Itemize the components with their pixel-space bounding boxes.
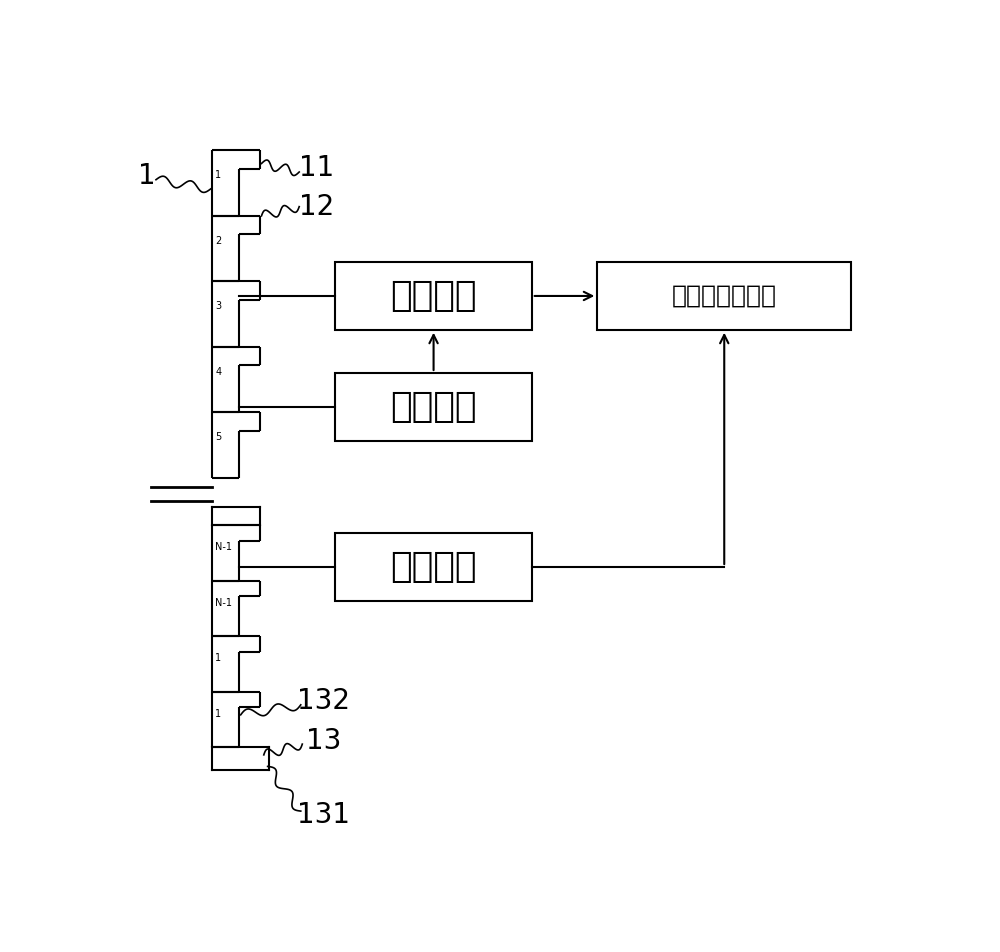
Text: 2: 2 [215,236,222,246]
Text: 1: 1 [138,162,156,189]
Text: 131: 131 [297,801,350,829]
Text: 13: 13 [306,727,342,755]
Text: 1: 1 [215,709,221,719]
Text: 复位模块: 复位模块 [390,389,477,424]
Bar [335,262,532,329]
Text: 12: 12 [299,192,334,221]
Text: N-1: N-1 [215,543,232,552]
Bar [597,262,851,329]
Text: 11: 11 [299,154,334,182]
Text: 132: 132 [297,687,350,715]
Text: 计数模块: 计数模块 [390,279,477,313]
Text: 1: 1 [215,170,221,180]
Bar [335,533,532,601]
Bar [335,373,532,441]
Text: 可编程控制模块: 可编程控制模块 [672,284,777,307]
Text: N-1: N-1 [215,598,232,608]
Text: 3: 3 [215,301,221,311]
Text: 4: 4 [215,367,221,377]
Text: 5: 5 [215,432,222,442]
Text: 1: 1 [215,653,221,664]
Text: 校验模块: 校验模块 [390,550,477,584]
